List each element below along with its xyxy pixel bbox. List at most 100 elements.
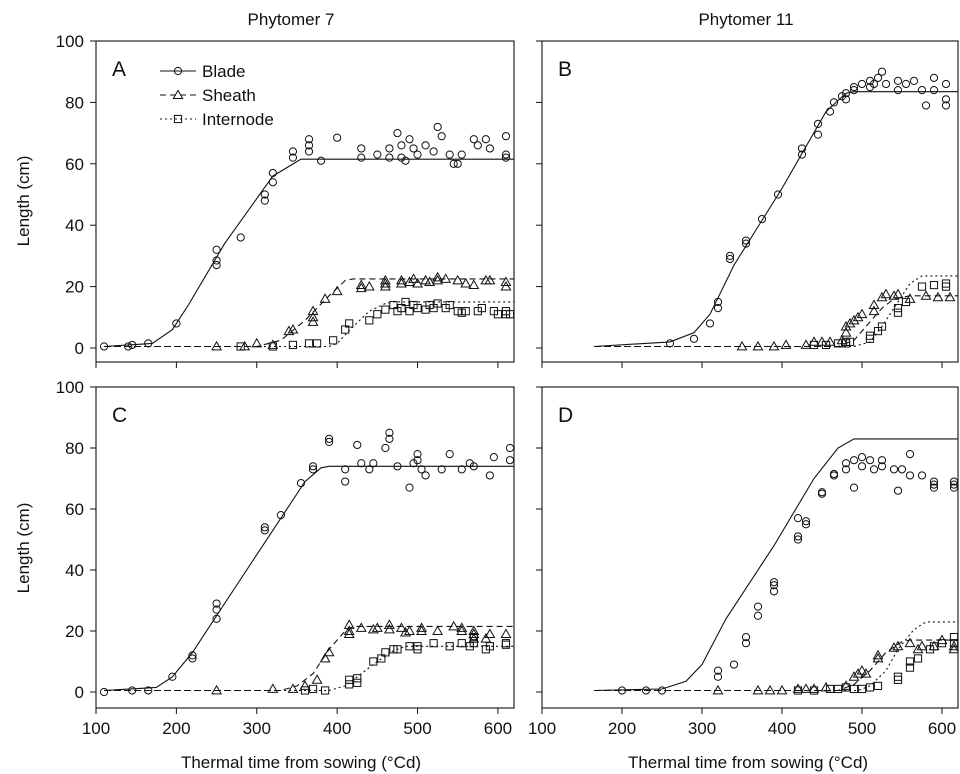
internode-point	[849, 684, 859, 694]
blade-point	[469, 135, 478, 144]
fit-line-sheath	[104, 625, 514, 692]
internode-point	[288, 340, 298, 350]
blade-point	[437, 465, 446, 474]
internode-point	[353, 678, 362, 687]
blade-point	[741, 633, 751, 642]
blade-point	[365, 465, 374, 474]
sheath-point	[800, 339, 812, 349]
blade-point	[877, 462, 887, 471]
sheath-point	[432, 274, 444, 285]
fit-line-sheath	[594, 639, 958, 692]
blade-point	[753, 602, 763, 611]
sheath-point	[383, 619, 395, 629]
blade-point	[401, 156, 410, 165]
internode-point	[901, 297, 911, 307]
internode-point	[381, 648, 390, 657]
sheath-point	[211, 340, 223, 351]
blade-point	[829, 98, 839, 107]
sheath-point	[432, 271, 444, 282]
blade-point	[877, 67, 887, 76]
sheath-point	[484, 274, 496, 285]
sheath-point	[808, 683, 820, 693]
blade-point	[865, 456, 875, 465]
blade-point	[689, 334, 699, 343]
sheath-point	[395, 277, 407, 288]
sheath-point	[500, 628, 512, 638]
blade-point	[325, 437, 334, 446]
sheath-point	[452, 274, 464, 285]
sheath-point	[480, 633, 492, 643]
blade-point	[381, 443, 390, 453]
fit-curves	[593, 91, 958, 348]
sheath-point	[395, 622, 407, 632]
blade-point	[929, 86, 939, 95]
y-tick-label: 100	[56, 32, 84, 51]
legend-label-blade: Blade	[202, 62, 245, 81]
blade-point	[276, 510, 285, 520]
internode-point	[841, 683, 851, 692]
legend-label-sheath: Sheath	[202, 86, 256, 105]
y-tick-label: 80	[65, 439, 84, 458]
column-title-phytomer-7: Phytomer 7	[248, 10, 335, 29]
y-tick-label: 80	[65, 93, 84, 112]
internode-point	[461, 307, 470, 316]
y-tick-label: 60	[65, 500, 84, 519]
x-tick-label: 100	[82, 719, 110, 738]
y-axis-label-top: Length (cm)	[14, 156, 33, 247]
series-blade	[99, 428, 514, 697]
blade-point	[212, 261, 221, 270]
blade-point	[941, 79, 951, 89]
blade-point	[353, 440, 362, 450]
sheath-point	[800, 683, 812, 693]
blade-point	[212, 599, 221, 608]
sheath-point	[948, 640, 958, 651]
blade-point	[268, 168, 277, 178]
panel-letter-c: C	[112, 404, 127, 427]
panel-letter-b: B	[558, 58, 572, 81]
y-tick-label: 20	[65, 622, 84, 641]
y-tick-label: 20	[65, 278, 84, 297]
internode-point	[865, 683, 875, 692]
blade-point	[457, 150, 466, 159]
internode-point	[300, 686, 310, 695]
sheath-point	[768, 340, 780, 351]
blade-point	[797, 150, 807, 159]
x-tick-label: 300	[243, 719, 271, 738]
blade-point	[905, 450, 915, 459]
blade-point	[729, 660, 739, 669]
blade-point	[429, 147, 438, 156]
plot-frame	[541, 40, 959, 363]
blade-point	[296, 478, 306, 488]
sheath-point	[331, 285, 343, 296]
blade-point	[929, 480, 939, 489]
sheath-point	[844, 317, 856, 328]
blade-point	[445, 450, 454, 459]
blade-point	[501, 153, 511, 162]
internode-point	[929, 642, 939, 651]
sheath-point	[251, 337, 263, 348]
sheath-point	[920, 290, 932, 300]
sheath-point	[420, 274, 432, 285]
internode-point	[445, 642, 454, 651]
y-tick-label: 40	[65, 216, 84, 235]
internode-point	[809, 340, 819, 350]
plot-frame	[541, 386, 959, 709]
blade-point	[128, 686, 137, 695]
sheath-point	[840, 327, 852, 337]
blade-point	[445, 150, 454, 159]
fit-curves	[103, 465, 514, 692]
blade-point	[949, 477, 958, 486]
internode-point	[793, 686, 803, 695]
x-tick-label: 600	[484, 719, 512, 738]
blade-point	[917, 471, 927, 480]
sheath-point	[355, 282, 367, 293]
blade-point	[941, 95, 951, 104]
series-sheath	[712, 634, 958, 695]
blade-point	[813, 130, 823, 139]
blade-point	[397, 141, 406, 150]
blade-point	[357, 459, 366, 468]
internode-point	[821, 340, 831, 350]
blade-point	[849, 456, 859, 465]
sheath-point	[460, 277, 472, 288]
